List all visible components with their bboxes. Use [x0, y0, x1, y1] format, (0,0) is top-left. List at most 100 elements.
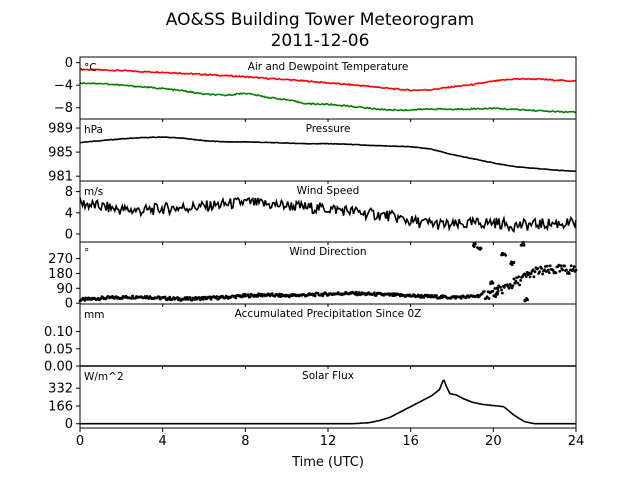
wind-direction-point — [422, 295, 426, 299]
wind-direction-point — [548, 264, 552, 268]
panel-pressure: 989 985 981 Pressure hPa — [48, 118, 577, 185]
wind_speed-ytick-label: 4 — [65, 206, 73, 221]
wind_speed-ytick-label: 0 — [65, 228, 73, 243]
temp-ytick-label: 0 — [65, 56, 73, 71]
wind-direction-point — [313, 294, 317, 298]
wind-direction-point — [482, 290, 486, 293]
wind-direction-point — [502, 286, 506, 289]
wind-direction-point — [529, 272, 533, 276]
wind-direction-point — [491, 289, 495, 293]
wind-direction-point — [512, 260, 516, 264]
panel-solar: 332 166 00 4 8 12 16 20 24 Solar Flux W/m^2 — [48, 365, 585, 449]
wind_direction-ytick-label: 90 — [56, 282, 73, 297]
pressure-ytick-label: 981 — [48, 170, 73, 185]
wind-direction-point — [528, 275, 532, 279]
wind-direction-point — [517, 275, 521, 279]
wind_direction-ytick-label: 0 — [65, 297, 73, 312]
wind-direction-point — [547, 271, 551, 274]
solar-ytick-label: 0 — [65, 417, 73, 432]
pressure-ytick-label: 989 — [48, 122, 73, 137]
wind-direction-point — [518, 283, 521, 287]
pressure-unit-label: hPa — [84, 124, 103, 136]
solar-ytick-label: 332 — [48, 382, 73, 397]
wind-direction-point — [501, 291, 504, 295]
wind_direction-unit-label: ° — [84, 247, 89, 259]
wind-direction-point — [131, 294, 135, 298]
xtick-label: 8 — [241, 434, 249, 449]
wind-direction-point — [532, 275, 536, 279]
wind-direction-point — [536, 267, 540, 270]
wind-direction-point — [435, 294, 438, 297]
xtick-label: 24 — [568, 434, 585, 449]
wind-direction-point — [163, 295, 167, 299]
wind_speed-series-line — [79, 196, 577, 233]
panel-temp: 0 −4 −8 Air and Dewpoint Temperature °C — [54, 56, 577, 122]
xtick-label: 20 — [485, 434, 502, 449]
panel-wind_speed: 8 4 0 Wind Speed m/s — [65, 180, 577, 245]
solar-ytick-label: 166 — [48, 399, 73, 414]
solar-unit-label: W/m^2 — [84, 371, 124, 383]
wind-direction-point — [500, 288, 503, 292]
pressure-panel-title: Pressure — [306, 123, 351, 135]
wind-direction-point — [533, 270, 537, 274]
wind-direction-point — [571, 267, 575, 271]
wind-direction-point — [513, 281, 517, 285]
precip-ytick-label: 0.10 — [44, 325, 73, 340]
wind-direction-point — [168, 295, 172, 299]
wind_speed-unit-label: m/s — [84, 186, 103, 198]
precip-panel-title: Accumulated Precipitation Since 0Z — [235, 308, 422, 320]
wind-direction-point — [246, 293, 250, 296]
solar-panel-title: Solar Flux — [302, 370, 354, 382]
wind-direction-point — [541, 272, 544, 276]
xtick-label: 4 — [159, 434, 167, 449]
wind-direction-point — [519, 243, 523, 247]
temp-panel-title: Air and Dewpoint Temperature — [248, 61, 409, 73]
wind_speed-ytick-label: 8 — [65, 185, 73, 200]
pressure-ytick-label: 985 — [48, 146, 73, 161]
temp-series-line — [79, 81, 577, 114]
xtick-label: 16 — [402, 434, 419, 449]
x-axis-label: Time (UTC) — [291, 455, 364, 470]
wind-direction-point — [511, 284, 515, 288]
wind-direction-point — [546, 268, 550, 272]
wind-direction-point — [567, 272, 571, 275]
wind-direction-point — [545, 264, 549, 268]
wind-direction-point — [510, 263, 514, 266]
wind_direction-panel-title: Wind Direction — [289, 246, 366, 258]
pressure-series-line — [80, 136, 577, 173]
temp-ytick-label: −4 — [54, 79, 73, 94]
wind-direction-point — [248, 295, 252, 299]
wind-direction-point — [545, 270, 548, 273]
xtick-label: 12 — [320, 434, 337, 449]
wind_direction-ytick-label: 270 — [48, 252, 73, 267]
wind-direction-point — [472, 242, 476, 246]
wind-direction-point — [496, 293, 499, 296]
wind-direction-point — [476, 246, 479, 250]
wind-direction-point — [374, 294, 378, 297]
wind_direction-ytick-label: 180 — [48, 267, 73, 282]
wind-direction-point — [507, 286, 511, 290]
wind-direction-point — [543, 268, 546, 272]
wind-direction-point — [234, 296, 238, 300]
temp-ytick-label: −8 — [54, 101, 73, 116]
wind-direction-point — [83, 299, 87, 302]
solar-series-line — [80, 379, 576, 425]
wind-direction-point — [524, 299, 527, 302]
wind-direction-point — [516, 281, 520, 285]
precip-unit-label: mm — [84, 309, 104, 321]
wind-direction-point — [496, 287, 499, 291]
temp-unit-label: °C — [84, 62, 97, 74]
wind-direction-point — [499, 285, 502, 289]
wind-direction-point — [551, 269, 555, 272]
wind-direction-point — [531, 268, 535, 272]
xtick-label: 0 — [76, 434, 84, 449]
wind-direction-point — [514, 279, 518, 283]
wind-direction-point — [524, 275, 528, 278]
wind-direction-point — [510, 286, 514, 290]
wind-direction-point — [563, 264, 566, 268]
figure-title-line2: 2011-12-06 — [271, 31, 370, 51]
figure-title-line1: AO&SS Building Tower Meteorogram — [166, 10, 474, 30]
wind-direction-point — [512, 277, 516, 281]
